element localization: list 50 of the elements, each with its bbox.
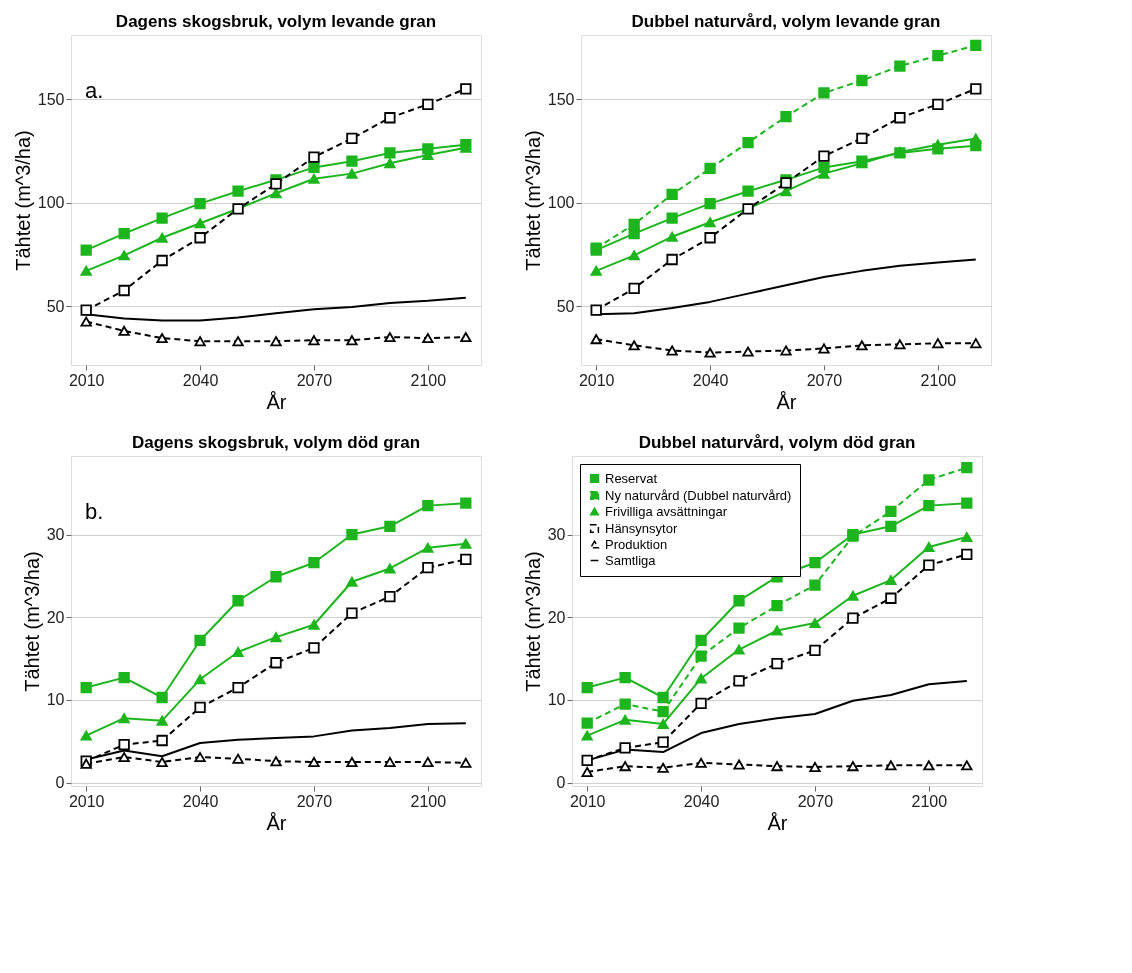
annotation: a. xyxy=(85,78,104,103)
legend-label: Reservat xyxy=(605,470,658,486)
x-tick-label: 2100 xyxy=(410,371,447,389)
y-tick-label: 10 xyxy=(46,691,65,709)
y-axis-title: Tähtet (m^3/ha) xyxy=(521,551,544,692)
y-tick-label: 30 xyxy=(46,526,65,544)
x-axis-title: År xyxy=(767,811,788,834)
x-tick-label: 2100 xyxy=(911,792,948,810)
x-axis-title: År xyxy=(266,811,287,834)
x-tick-label: 2010 xyxy=(68,792,105,810)
annotation: b. xyxy=(85,499,104,524)
x-tick-label: 2040 xyxy=(683,792,720,810)
y-axis-title: Tähtet (m^3/ha) xyxy=(20,551,43,692)
chart-title: Dubbel naturvård, volym levande gran xyxy=(631,12,941,31)
y-tick-label: 50 xyxy=(556,297,575,315)
legend-label: Samtliga xyxy=(605,552,657,568)
x-tick-label: 2100 xyxy=(920,371,957,389)
y-tick-label: 20 xyxy=(547,608,566,626)
legend-label: Ny naturvård (Dubbel naturvård) xyxy=(605,487,792,503)
y-axis-title: Tähtet (m^3/ha) xyxy=(11,130,34,271)
x-tick-label: 2100 xyxy=(410,792,447,810)
y-tick-label: 150 xyxy=(37,90,65,108)
y-tick-label: 30 xyxy=(547,526,566,544)
y-axis-title: Tähtet (m^3/ha) xyxy=(521,130,544,271)
y-tick-label: 0 xyxy=(55,774,65,792)
y-tick-label: 20 xyxy=(46,608,65,626)
y-tick-label: 50 xyxy=(46,297,65,315)
x-tick-label: 2070 xyxy=(296,371,333,389)
legend-label: Hänsynsytor xyxy=(605,520,678,536)
x-tick-label: 2070 xyxy=(806,371,843,389)
x-tick-label: 2040 xyxy=(182,371,219,389)
x-axis-title: År xyxy=(776,390,797,413)
chart-title: Dubbel naturvård, volym död gran xyxy=(638,433,916,452)
chart-title: Dagens skogsbruk, volym levande gran xyxy=(115,12,437,31)
x-tick-label: 2040 xyxy=(182,792,219,810)
x-tick-label: 2070 xyxy=(296,792,333,810)
x-tick-label: 2010 xyxy=(68,371,105,389)
x-tick-label: 2010 xyxy=(569,792,606,810)
x-tick-label: 2010 xyxy=(578,371,615,389)
legend-label: Produktion xyxy=(605,536,668,552)
y-tick-label: 100 xyxy=(37,194,65,212)
y-tick-label: 100 xyxy=(547,194,575,212)
y-tick-label: 10 xyxy=(547,691,566,709)
y-tick-label: 0 xyxy=(556,774,566,792)
legend-label: Frivilliga avsättningar xyxy=(605,503,728,519)
x-axis-title: År xyxy=(266,390,287,413)
y-tick-label: 150 xyxy=(547,90,575,108)
x-tick-label: 2040 xyxy=(692,371,729,389)
chart-title: Dagens skogsbruk, volym död gran xyxy=(131,433,421,452)
x-tick-label: 2070 xyxy=(797,792,834,810)
